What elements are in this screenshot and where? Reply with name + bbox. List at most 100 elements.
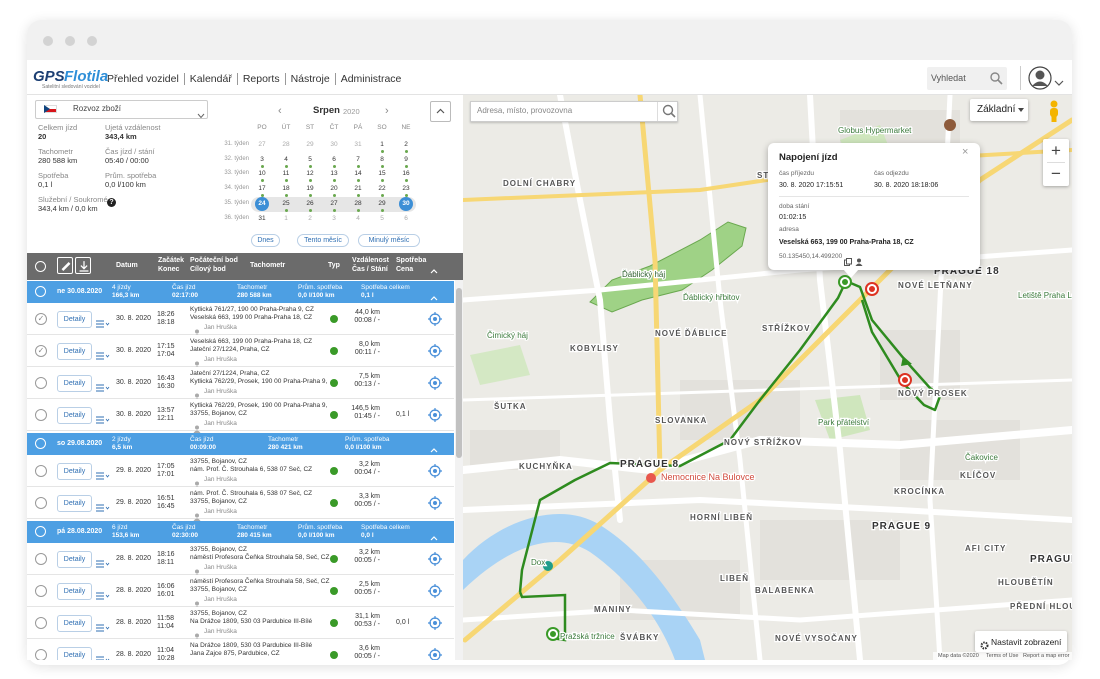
cal-day[interactable]: 8: [380, 156, 384, 163]
cal-prev[interactable]: ‹: [278, 105, 282, 117]
cal-day[interactable]: 27: [330, 200, 338, 207]
cal-day[interactable]: 3: [260, 156, 264, 163]
trip-checkbox[interactable]: [35, 377, 47, 389]
cal-day[interactable]: 28: [354, 200, 362, 207]
cal-day[interactable]: 1: [284, 215, 288, 222]
zoom-out[interactable]: −: [1051, 164, 1061, 183]
person-icon[interactable]: [855, 253, 863, 266]
cal-day[interactable]: 11: [282, 170, 290, 177]
locate-icon[interactable]: [428, 376, 442, 390]
trip-checkbox[interactable]: [35, 409, 47, 421]
cal-day[interactable]: 17: [258, 185, 266, 192]
cal-day[interactable]: 2: [404, 141, 408, 148]
locate-icon[interactable]: [428, 408, 442, 422]
trip-checkbox[interactable]: ✓: [35, 313, 47, 325]
zoom-in[interactable]: +: [1051, 141, 1061, 160]
cal-day[interactable]: 6: [332, 156, 336, 163]
nav-link[interactable]: Reports: [243, 73, 286, 85]
locate-icon[interactable]: [428, 496, 442, 510]
trip-checkbox[interactable]: [35, 497, 47, 509]
cal-day[interactable]: 4: [284, 156, 288, 163]
trip-checkbox[interactable]: [35, 553, 47, 565]
user-avatar[interactable]: [1028, 66, 1052, 90]
cal-day[interactable]: 5: [308, 156, 312, 163]
locate-icon[interactable]: [428, 648, 442, 660]
locate-icon[interactable]: [428, 616, 442, 630]
cal-day[interactable]: 1: [380, 141, 384, 148]
cal-day[interactable]: 24: [258, 200, 266, 207]
map-layer-select[interactable]: [970, 99, 1028, 121]
cal-day[interactable]: 9: [404, 156, 408, 163]
group-chevron[interactable]: [429, 441, 439, 453]
cal-day[interactable]: 2: [308, 215, 312, 222]
cal-day[interactable]: 25: [282, 200, 290, 207]
header-tool-button[interactable]: [57, 257, 73, 274]
cal-day[interactable]: 31: [258, 215, 266, 222]
pegman[interactable]: [1046, 100, 1062, 122]
row-menu[interactable]: [96, 499, 110, 512]
cal-day[interactable]: 4: [356, 215, 360, 222]
cal-day[interactable]: 19: [306, 185, 314, 192]
detail-button[interactable]: Detaily: [57, 551, 92, 568]
cal-day[interactable]: 7: [356, 156, 360, 163]
detail-button[interactable]: Detaily: [57, 495, 92, 512]
trip-checkbox[interactable]: [35, 465, 47, 477]
detail-button[interactable]: Detaily: [57, 463, 92, 480]
row-menu[interactable]: [96, 587, 110, 600]
search-box[interactable]: [927, 67, 1007, 90]
map-footer-text[interactable]: Report a map error: [1023, 653, 1070, 659]
user-menu-caret[interactable]: [1054, 74, 1064, 86]
cal-next[interactable]: ›: [385, 105, 389, 117]
locate-icon[interactable]: [428, 344, 442, 358]
row-menu[interactable]: [96, 555, 110, 568]
detail-button[interactable]: Detaily: [57, 375, 92, 392]
popup-close[interactable]: ×: [962, 146, 969, 158]
cal-day[interactable]: 27: [258, 141, 266, 148]
detail-button[interactable]: Detaily: [57, 583, 92, 600]
row-menu[interactable]: [96, 379, 110, 392]
cal-day[interactable]: 30: [330, 141, 338, 148]
cal-day[interactable]: 22: [378, 185, 386, 192]
trip-checkbox[interactable]: ✓: [35, 345, 47, 357]
cal-button[interactable]: Tento měsíc: [297, 234, 349, 247]
nav-link[interactable]: Kalendář: [190, 73, 238, 85]
cal-day[interactable]: 26: [306, 200, 314, 207]
cal-day[interactable]: 31: [354, 141, 362, 148]
cal-day[interactable]: 29: [378, 200, 386, 207]
locate-icon[interactable]: [428, 552, 442, 566]
group-checkbox[interactable]: [35, 286, 46, 297]
map-search[interactable]: [470, 101, 678, 122]
vehicle-select[interactable]: [35, 100, 208, 119]
cal-day[interactable]: 20: [330, 185, 338, 192]
cal-day[interactable]: 28: [282, 141, 290, 148]
trip-checkbox[interactable]: [35, 585, 47, 597]
map-settings-button[interactable]: [975, 631, 1067, 652]
cal-day[interactable]: 21: [354, 185, 362, 192]
group-checkbox[interactable]: [35, 526, 46, 537]
cal-day[interactable]: 15: [378, 170, 386, 177]
select-all[interactable]: [35, 261, 46, 272]
detail-button[interactable]: Detaily: [57, 615, 92, 632]
group-chevron[interactable]: [429, 529, 439, 541]
row-menu[interactable]: [96, 467, 110, 480]
nav-link[interactable]: Přehled vozidel: [107, 73, 185, 85]
group-checkbox[interactable]: [35, 438, 46, 449]
nav-link[interactable]: Nástroje: [291, 73, 336, 85]
cal-day[interactable]: 10: [258, 170, 266, 177]
cal-day[interactable]: 6: [404, 215, 408, 222]
cal-button[interactable]: Minulý měsíc: [358, 234, 420, 247]
trip-checkbox[interactable]: [35, 617, 47, 629]
cal-day[interactable]: 16: [402, 170, 410, 177]
map-search-icon[interactable]: [661, 103, 677, 119]
cal-day[interactable]: 18: [282, 185, 290, 192]
cal-day[interactable]: 12: [306, 170, 314, 177]
cal-day[interactable]: 29: [306, 141, 314, 148]
header-tool-button[interactable]: [75, 257, 91, 274]
cal-button[interactable]: Dnes: [251, 234, 280, 247]
trip-checkbox[interactable]: [35, 649, 47, 660]
cal-day[interactable]: 14: [354, 170, 362, 177]
group-chevron[interactable]: [429, 289, 439, 301]
cal-day[interactable]: 3: [332, 215, 336, 222]
copy-icon[interactable]: [844, 253, 853, 266]
locate-icon[interactable]: [428, 312, 442, 326]
